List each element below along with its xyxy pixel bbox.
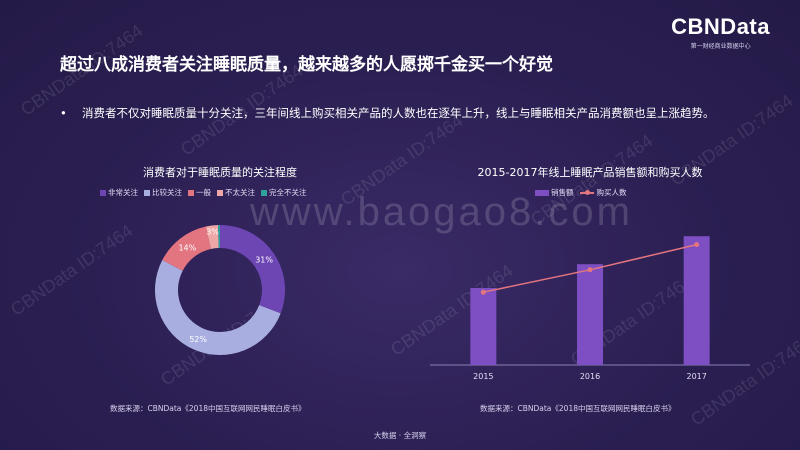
bar [470, 288, 497, 365]
bullet-marker: • [60, 106, 67, 120]
legend-item: 一般 [188, 187, 211, 198]
legend-item: 比较关注 [144, 187, 182, 198]
legend-item: 非常关注 [100, 187, 138, 198]
legend-label: 销售额 [551, 188, 574, 197]
legend-item: 销售额 [535, 187, 574, 198]
bar-line-chart: 2015 2016 2017 [430, 236, 750, 381]
donut-slice [205, 225, 219, 250]
legend-label: 购买人数 [596, 188, 627, 197]
slice-label: 52% [189, 335, 207, 344]
line-point [694, 242, 700, 248]
legend-swatch [100, 189, 106, 196]
donut-chart: 31% 52% 14% 3% [155, 225, 285, 355]
bar [683, 236, 710, 365]
donut-source: 数据来源：CBNData《2018中国互联网网民睡眠白皮书》 [110, 404, 306, 413]
summary-bullet: • 消费者不仅对睡眠质量十分关注，三年间线上购买相关产品的人数也在逐年上升，线上… [60, 104, 760, 122]
bar [577, 264, 603, 365]
donut-slice [155, 260, 281, 355]
legend-swatch [217, 189, 223, 196]
slice-label: 14% [178, 244, 196, 253]
bar-legend: 销售额 购买人数 [535, 187, 633, 198]
bar-chart-title: 2015-2017年线上睡眠产品销售额和购买人数 [477, 166, 703, 179]
legend-swatch [144, 189, 150, 196]
watermark-id: CBNData ID:7464 [337, 110, 467, 210]
logo-tagline: 第一财经商业数据中心 [690, 43, 751, 50]
line-point [587, 267, 593, 273]
legend-label: 非常关注 [108, 188, 138, 197]
legend-swatch [535, 189, 549, 196]
legend-label: 完全不关注 [269, 188, 307, 197]
legend-item: 不太关注 [217, 187, 255, 198]
logo-text: CBNData [671, 14, 770, 39]
line-point [480, 289, 486, 295]
footer-tagline: 大数据 · 全洞察 [373, 431, 427, 440]
donut-legend: 非常关注 比较关注 一般 不太关注 完全不关注 [100, 187, 313, 198]
summary-text: 消费者不仅对睡眠质量十分关注，三年间线上购买相关产品的人数也在逐年上升，线上与睡… [82, 106, 715, 120]
x-tick-label: 2016 [580, 372, 600, 381]
bar-source: 数据来源：CBNData《2018中国互联网网民睡眠白皮书》 [480, 404, 676, 413]
slice-label: 3% [206, 227, 219, 236]
legend-swatch [261, 189, 267, 196]
legend-label: 一般 [196, 188, 211, 197]
legend-swatch [579, 189, 594, 195]
donut-chart-title: 消费者对于睡眠质量的关注程度 [143, 166, 297, 179]
brand-logo: CBNData 第一财经商业数据中心 [671, 14, 770, 50]
donut-slice [217, 225, 220, 249]
donut-slice [162, 226, 211, 271]
x-tick-label: 2015 [473, 372, 493, 381]
legend-item: 购买人数 [579, 187, 627, 198]
page-title: 超过八成消费者关注睡眠质量，越来越多的人愿掷千金买一个好觉 [60, 55, 553, 75]
legend-item: 完全不关注 [261, 187, 307, 198]
x-tick-label: 2017 [686, 372, 706, 381]
donut-slice [220, 225, 285, 314]
legend-swatch [188, 189, 194, 196]
legend-label: 不太关注 [225, 188, 255, 197]
slice-label: 31% [255, 256, 273, 265]
legend-label: 比较关注 [152, 188, 182, 197]
